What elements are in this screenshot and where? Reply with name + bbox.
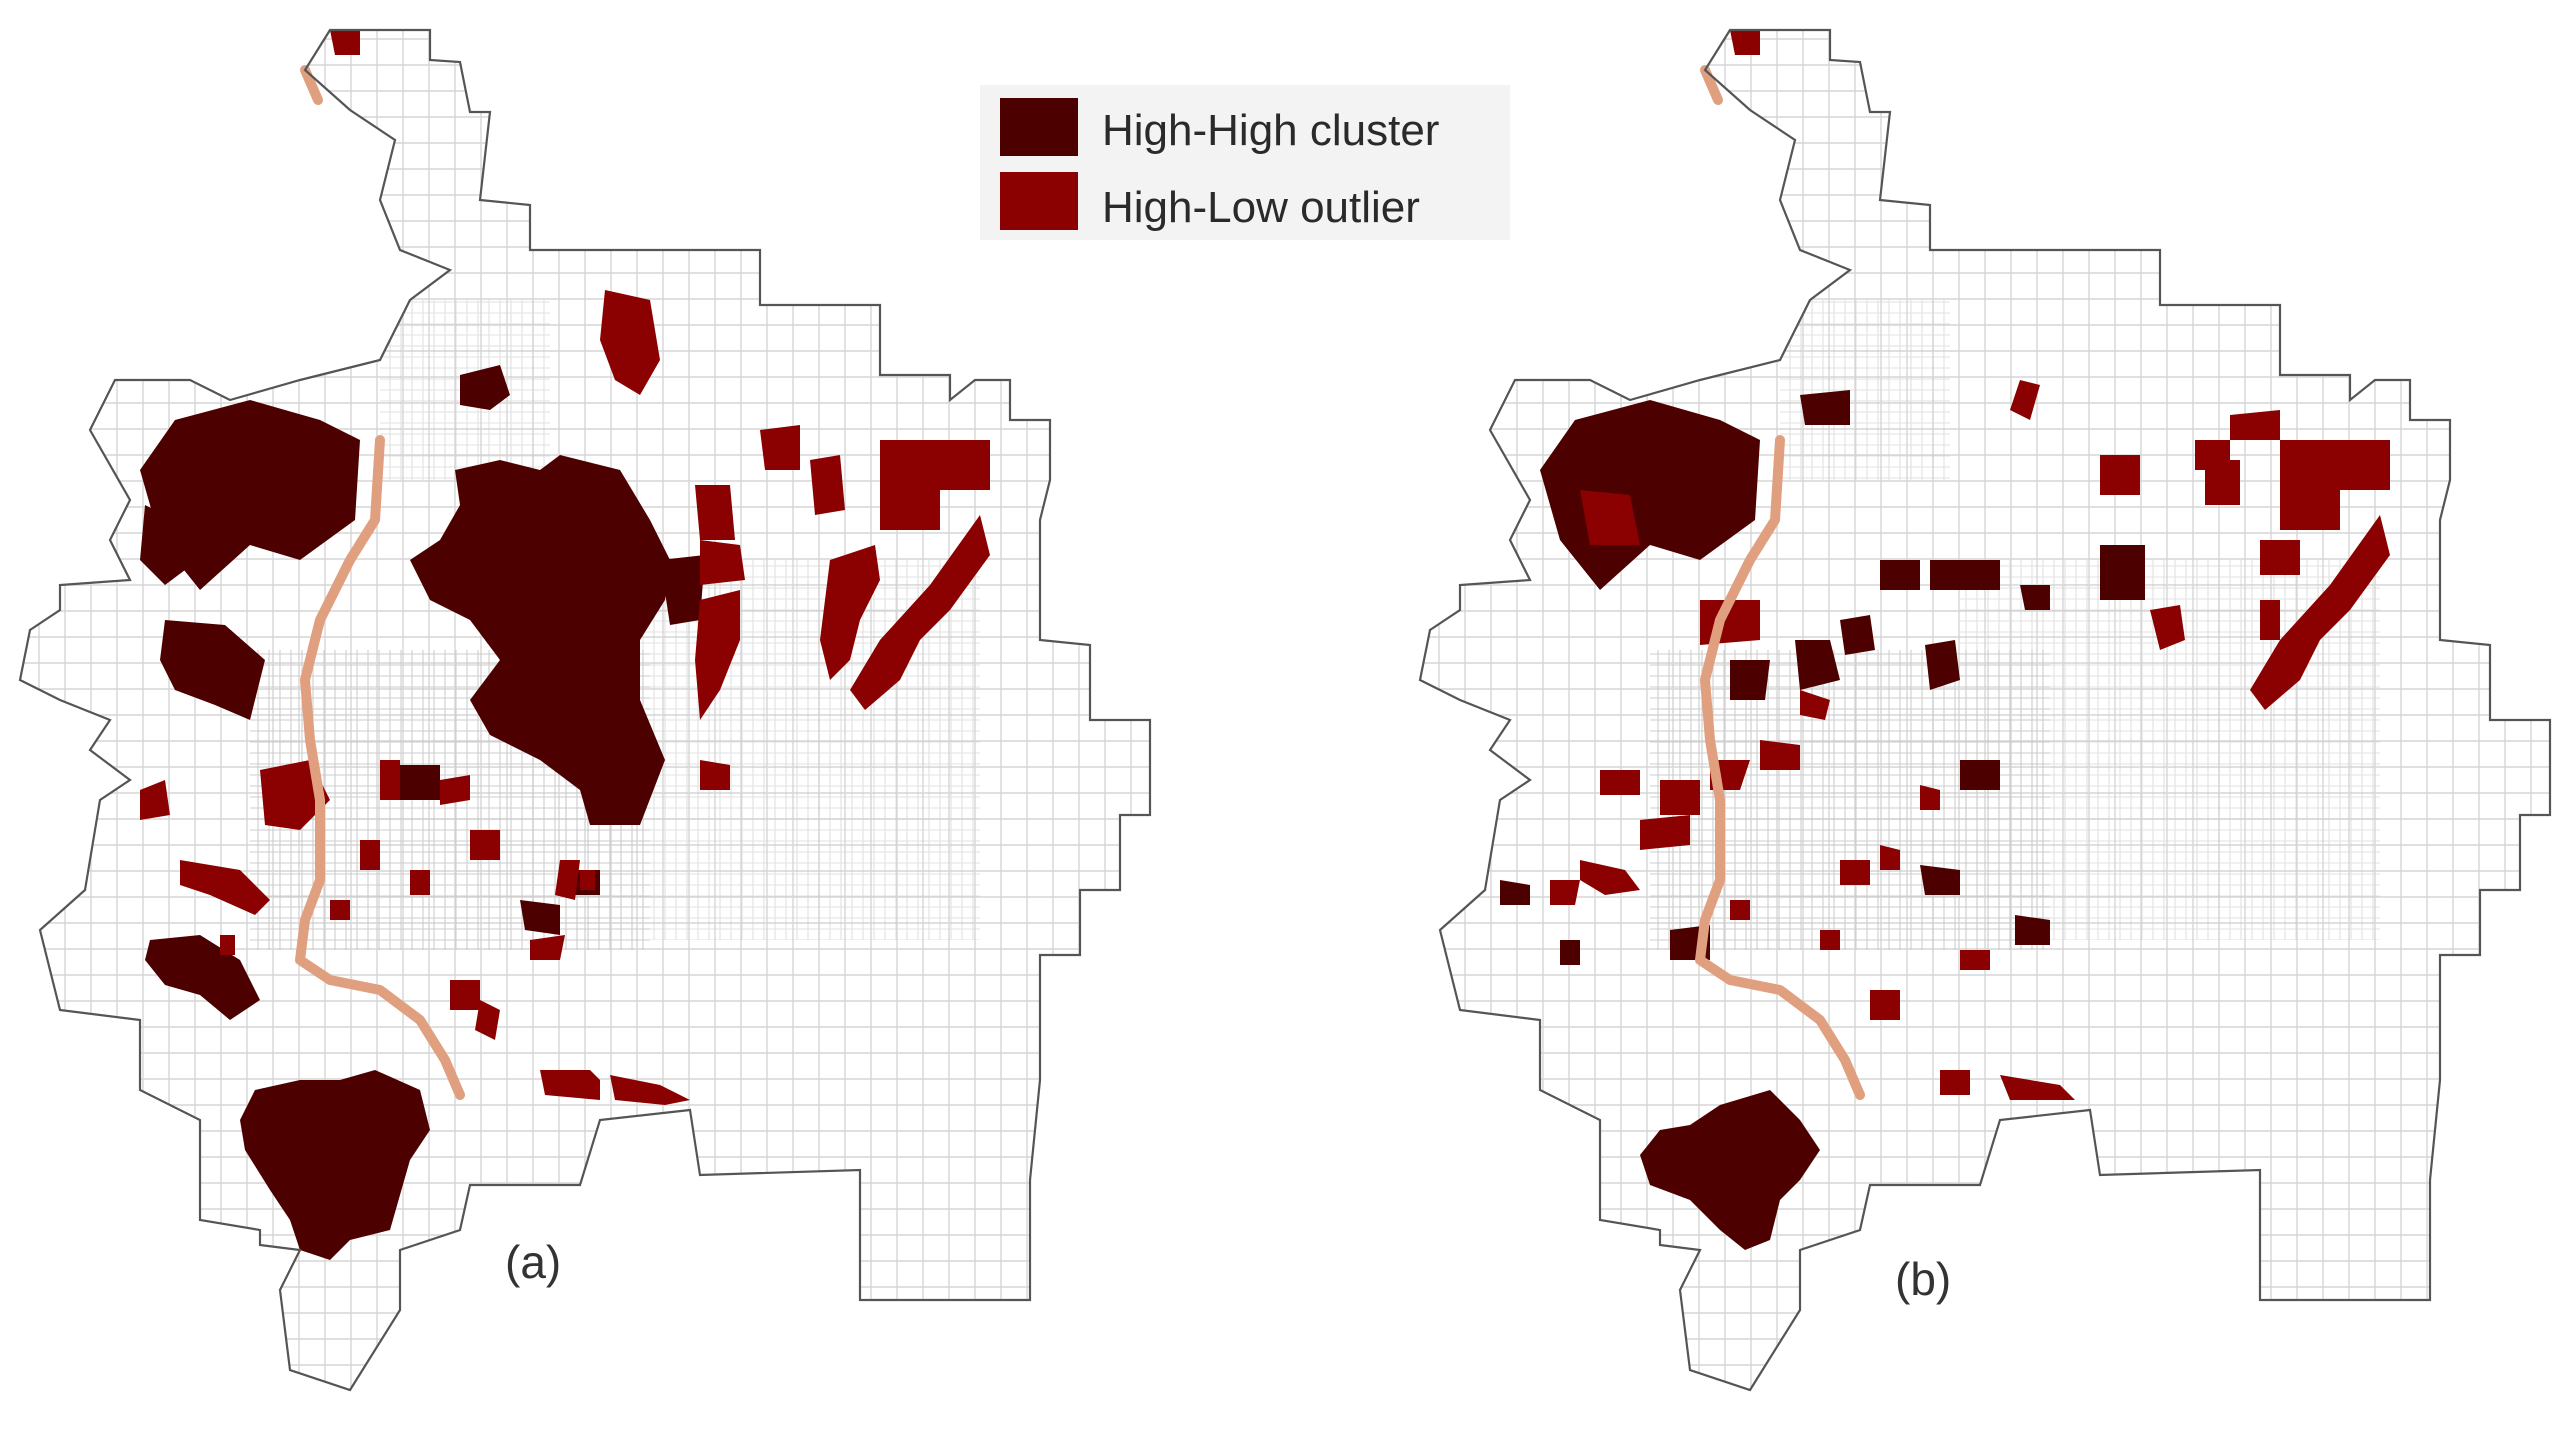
legend: High-High cluster High-Low outlier: [980, 85, 1510, 240]
legend-label-high-low: High-Low outlier: [1102, 183, 1420, 232]
legend-swatch-high-high: [1000, 98, 1078, 156]
highway-line-a: [295, 435, 465, 1100]
legend-swatch-high-low: [1000, 172, 1078, 230]
high-high-areas-a: [140, 365, 705, 1260]
legend-label-high-high: High-High cluster: [1102, 106, 1439, 155]
panel-label-a: (a): [505, 1236, 561, 1288]
map-panel-a: [18, 28, 1152, 1392]
map-panel-b: [1418, 28, 2552, 1392]
panel-label-b: (b): [1895, 1253, 1951, 1305]
high-high-areas-b: [1500, 380, 2390, 1250]
highway-line-b: [1695, 435, 1865, 1100]
high-low-areas-a: [140, 30, 990, 1105]
